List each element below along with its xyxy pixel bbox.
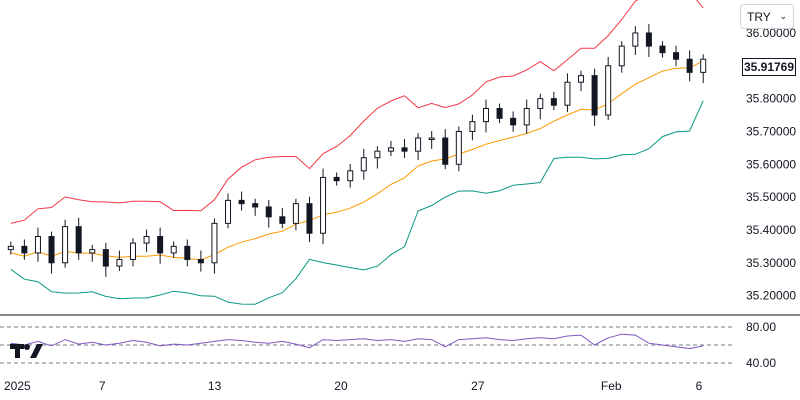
candle xyxy=(618,41,625,73)
candle xyxy=(143,229,150,252)
candle xyxy=(442,129,449,170)
candle xyxy=(360,148,367,180)
candle xyxy=(102,242,109,277)
candle xyxy=(415,133,422,161)
candle xyxy=(252,198,259,216)
tradingview-logo-icon xyxy=(10,344,43,358)
candle xyxy=(591,68,598,126)
candle xyxy=(510,111,517,132)
candle xyxy=(482,99,489,133)
y-tick-label: 35.80000 xyxy=(746,92,796,106)
x-tick-label: 7 xyxy=(99,379,106,393)
candle xyxy=(320,168,327,245)
candle xyxy=(455,126,462,172)
oscillator-tick-label: 80.00 xyxy=(746,320,776,334)
candle xyxy=(184,239,191,267)
y-tick-label: 35.70000 xyxy=(746,124,796,138)
candle xyxy=(347,163,354,188)
candle xyxy=(686,50,693,82)
candle xyxy=(157,227,164,264)
x-tick-label: 13 xyxy=(208,379,222,393)
x-tick-label: 20 xyxy=(334,379,348,393)
candle xyxy=(170,241,177,258)
candle xyxy=(673,45,680,67)
candle xyxy=(537,93,544,120)
candle xyxy=(292,198,299,231)
candle xyxy=(578,70,585,92)
candle xyxy=(333,172,340,186)
candle xyxy=(605,56,612,120)
candle xyxy=(659,41,666,58)
lower-band-line xyxy=(10,100,704,305)
y-tick-label: 35.50000 xyxy=(746,190,796,204)
candle xyxy=(116,250,123,271)
y-tick-label: 35.20000 xyxy=(746,289,796,303)
candle xyxy=(496,103,503,124)
x-tick-label: 27 xyxy=(471,379,485,393)
y-tick-label: 35.60000 xyxy=(746,157,796,171)
candle xyxy=(211,218,218,274)
x-tick-label: Feb xyxy=(601,379,622,393)
candle xyxy=(225,193,232,229)
y-tick-label: 35.30000 xyxy=(746,256,796,270)
last-price-label: 35.91769 xyxy=(742,58,796,76)
chevron-down-icon: ⌄ xyxy=(779,11,787,21)
oscillator-tick-label: 40.00 xyxy=(746,356,776,370)
candle xyxy=(129,238,136,267)
candle xyxy=(374,146,381,169)
candle xyxy=(564,73,571,113)
candle xyxy=(306,196,313,243)
y-tick-label: 36.00000 xyxy=(746,26,796,40)
candle xyxy=(279,207,286,229)
candle xyxy=(75,217,82,260)
currency-select[interactable]: TRY ⌄ xyxy=(740,4,794,29)
candle xyxy=(48,231,55,274)
candle xyxy=(265,200,272,228)
candle xyxy=(7,241,14,255)
candle xyxy=(21,239,28,260)
candle xyxy=(469,114,476,141)
candle xyxy=(238,191,245,211)
candle xyxy=(62,219,69,268)
candle xyxy=(632,26,639,55)
x-tick-label: 2025 xyxy=(4,379,31,393)
candle xyxy=(550,91,557,111)
middle-band-line xyxy=(10,60,704,261)
candle xyxy=(428,131,435,149)
oscillator-line xyxy=(10,333,704,350)
candle xyxy=(89,244,96,262)
candle xyxy=(197,250,204,272)
y-tick-label: 35.40000 xyxy=(746,223,796,237)
candle xyxy=(34,227,41,262)
candle xyxy=(387,140,394,157)
candle xyxy=(645,24,652,57)
candle xyxy=(401,139,408,159)
candle xyxy=(523,99,530,134)
currency-value: TRY xyxy=(747,9,771,24)
candle xyxy=(700,54,707,84)
x-tick-label: 6 xyxy=(696,379,703,393)
upper-band-line xyxy=(10,0,704,224)
